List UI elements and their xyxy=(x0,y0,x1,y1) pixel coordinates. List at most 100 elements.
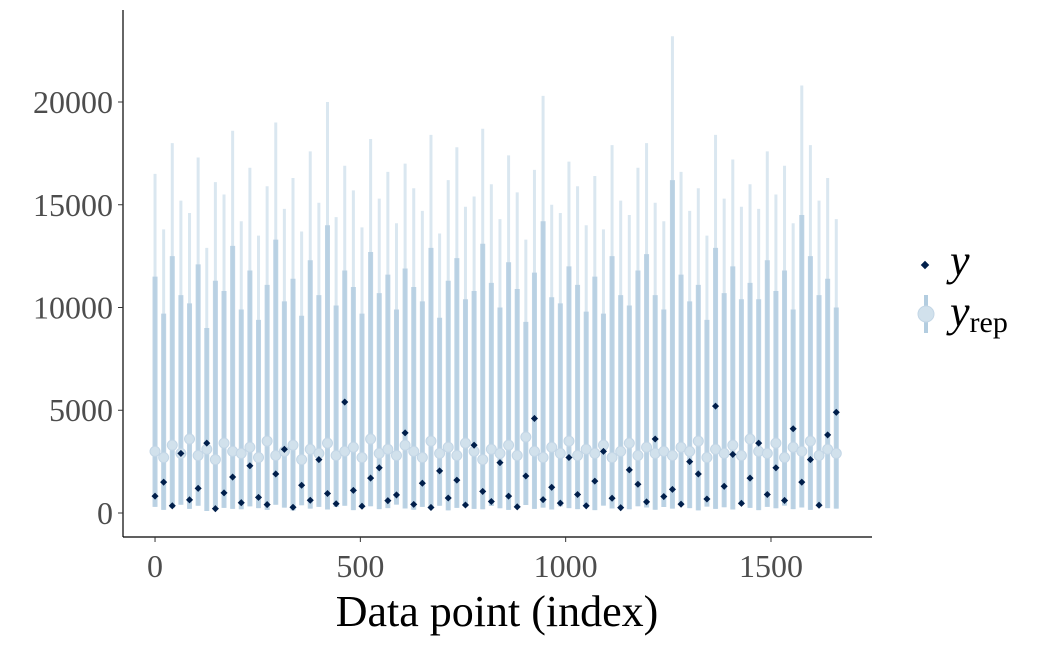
y-point xyxy=(539,496,547,504)
y-point xyxy=(392,491,401,499)
y-point xyxy=(522,472,530,480)
yrep-point xyxy=(606,452,618,464)
y-point xyxy=(651,435,659,443)
yrep-point xyxy=(666,449,678,461)
y-point xyxy=(824,431,832,439)
yrep-point xyxy=(166,439,178,451)
y-point xyxy=(323,489,332,498)
y-point xyxy=(780,496,789,504)
yrep-point xyxy=(511,449,523,461)
y-point xyxy=(306,496,314,504)
y-point xyxy=(608,494,616,502)
yrep-point xyxy=(718,447,730,459)
y-point xyxy=(401,429,409,437)
yrep-point xyxy=(459,437,471,449)
legend-label: y xyxy=(946,236,970,285)
yrep-point xyxy=(641,441,653,453)
x-tick-label: 500 xyxy=(336,548,384,584)
yrep-point xyxy=(796,445,808,457)
y-point xyxy=(772,464,780,472)
y-point xyxy=(789,425,797,433)
yrep-point xyxy=(158,452,170,464)
y-point xyxy=(479,487,487,495)
y-point xyxy=(643,498,651,506)
y-point xyxy=(349,486,357,494)
yrep-point xyxy=(192,449,204,461)
y-point xyxy=(375,464,383,472)
legend-label-main: y xyxy=(946,287,970,336)
y-point xyxy=(427,503,435,511)
yrep-point xyxy=(261,435,273,447)
yrep-point xyxy=(382,443,394,455)
y-tick-label: 5000 xyxy=(49,392,113,428)
y-tick-label: 0 xyxy=(97,495,113,531)
legend-label-sub: rep xyxy=(970,306,1008,339)
legend-label: yrep xyxy=(946,287,1008,339)
y-point xyxy=(332,500,340,508)
yrep-point xyxy=(727,439,739,451)
y-point xyxy=(582,502,590,510)
y-point xyxy=(151,492,159,500)
yrep-point xyxy=(408,445,420,457)
y-point xyxy=(677,500,685,508)
y-point xyxy=(806,456,814,464)
yrep-point xyxy=(434,447,446,459)
y-point xyxy=(168,502,176,510)
y-point xyxy=(505,492,513,500)
plot-area xyxy=(149,36,842,513)
yrep-point xyxy=(218,437,230,449)
yrep-point xyxy=(390,449,402,461)
y-point xyxy=(289,503,297,511)
y-point xyxy=(194,484,202,492)
y-point xyxy=(599,447,607,455)
y-point xyxy=(660,493,668,501)
y-point xyxy=(565,453,573,462)
yrep-point xyxy=(692,435,704,447)
y-point xyxy=(263,501,271,509)
y-point xyxy=(617,504,625,512)
y-point xyxy=(358,502,366,510)
y-point xyxy=(280,445,288,453)
yrep-point xyxy=(209,454,221,466)
y-point xyxy=(410,500,418,508)
y-point xyxy=(211,505,219,513)
y-point xyxy=(720,482,728,490)
y-point xyxy=(444,494,452,502)
y-point xyxy=(737,499,745,507)
y-point xyxy=(556,499,564,507)
y-tick-label: 15000 xyxy=(33,187,113,223)
yrep-point xyxy=(589,447,601,459)
yrep-point xyxy=(347,441,359,453)
y-point xyxy=(298,481,306,489)
x-tick-label: 1500 xyxy=(739,548,803,584)
yrep-point xyxy=(813,449,825,461)
yrep-point xyxy=(184,433,196,445)
y-point xyxy=(487,497,495,506)
y-point xyxy=(755,439,763,447)
y-point xyxy=(436,467,444,475)
y-point xyxy=(668,485,676,493)
legend: y yrep xyxy=(917,236,1008,339)
yrep-point xyxy=(701,452,713,464)
y-point xyxy=(341,398,349,406)
x-tick-label: 1000 xyxy=(534,548,598,584)
yrep-point xyxy=(451,449,463,461)
y-point xyxy=(712,402,720,410)
y-tick-label: 10000 xyxy=(33,289,113,325)
y-point xyxy=(694,470,702,478)
y-point xyxy=(591,477,599,485)
yrep-point xyxy=(770,437,782,449)
y-point xyxy=(815,501,823,509)
y-point xyxy=(574,490,582,499)
y-point xyxy=(272,470,280,478)
y-point xyxy=(246,462,254,470)
yrep-point xyxy=(546,441,558,453)
yrep-point xyxy=(399,439,411,451)
yrep-point xyxy=(761,447,773,459)
yrep-point xyxy=(684,445,696,457)
yrep-point xyxy=(365,433,377,445)
yrep-point xyxy=(321,437,333,449)
yrep-point xyxy=(416,452,428,464)
y-point xyxy=(461,501,470,509)
